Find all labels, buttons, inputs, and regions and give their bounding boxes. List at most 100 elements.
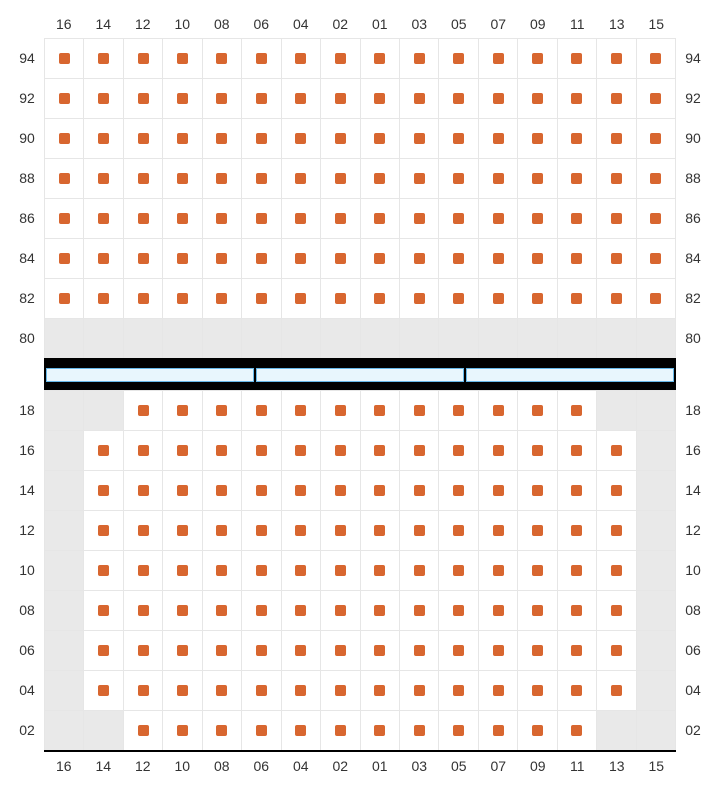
seat-available[interactable] — [400, 510, 439, 550]
seat-available[interactable] — [518, 470, 557, 510]
seat-available[interactable] — [282, 470, 321, 510]
seat-available[interactable] — [282, 198, 321, 238]
seat-available[interactable] — [479, 198, 518, 238]
seat-available[interactable] — [439, 710, 478, 750]
seat-available[interactable] — [203, 238, 242, 278]
seat-available[interactable] — [203, 470, 242, 510]
seat-available[interactable] — [439, 78, 478, 118]
seat-available[interactable] — [124, 198, 163, 238]
seat-available[interactable] — [597, 590, 636, 630]
seat-available[interactable] — [124, 710, 163, 750]
seat-available[interactable] — [439, 550, 478, 590]
seat-available[interactable] — [479, 590, 518, 630]
seat-available[interactable] — [597, 118, 636, 158]
seat-available[interactable] — [242, 198, 281, 238]
seat-available[interactable] — [637, 38, 676, 78]
seat-available[interactable] — [321, 38, 360, 78]
seat-available[interactable] — [400, 278, 439, 318]
seat-available[interactable] — [361, 470, 400, 510]
seat-available[interactable] — [84, 278, 123, 318]
seat-available[interactable] — [163, 630, 202, 670]
seat-available[interactable] — [361, 198, 400, 238]
seat-available[interactable] — [597, 550, 636, 590]
seat-available[interactable] — [321, 198, 360, 238]
seat-available[interactable] — [163, 590, 202, 630]
seat-available[interactable] — [558, 710, 597, 750]
seat-available[interactable] — [361, 670, 400, 710]
seat-available[interactable] — [203, 390, 242, 430]
seat-available[interactable] — [518, 710, 557, 750]
seat-available[interactable] — [439, 198, 478, 238]
seat-available[interactable] — [282, 118, 321, 158]
seat-available[interactable] — [558, 430, 597, 470]
seat-available[interactable] — [400, 158, 439, 198]
seat-available[interactable] — [558, 510, 597, 550]
seat-available[interactable] — [361, 158, 400, 198]
seat-available[interactable] — [558, 670, 597, 710]
seat-available[interactable] — [282, 430, 321, 470]
seat-available[interactable] — [439, 470, 478, 510]
seat-available[interactable] — [479, 278, 518, 318]
seat-available[interactable] — [163, 78, 202, 118]
seat-available[interactable] — [242, 670, 281, 710]
seat-available[interactable] — [439, 670, 478, 710]
seat-available[interactable] — [124, 550, 163, 590]
seat-available[interactable] — [163, 430, 202, 470]
seat-available[interactable] — [597, 510, 636, 550]
seat-available[interactable] — [439, 630, 478, 670]
seat-available[interactable] — [321, 670, 360, 710]
seat-available[interactable] — [124, 158, 163, 198]
seat-available[interactable] — [361, 590, 400, 630]
seat-available[interactable] — [518, 78, 557, 118]
seat-available[interactable] — [242, 630, 281, 670]
seat-available[interactable] — [400, 430, 439, 470]
seat-available[interactable] — [203, 158, 242, 198]
seat-available[interactable] — [558, 238, 597, 278]
seat-available[interactable] — [361, 550, 400, 590]
seat-available[interactable] — [400, 670, 439, 710]
seat-available[interactable] — [518, 198, 557, 238]
seat-available[interactable] — [242, 38, 281, 78]
seat-available[interactable] — [163, 390, 202, 430]
seat-available[interactable] — [203, 430, 242, 470]
seat-available[interactable] — [518, 590, 557, 630]
seat-available[interactable] — [439, 38, 478, 78]
seat-available[interactable] — [400, 78, 439, 118]
seat-available[interactable] — [361, 38, 400, 78]
seat-available[interactable] — [163, 118, 202, 158]
seat-available[interactable] — [439, 238, 478, 278]
seat-available[interactable] — [479, 510, 518, 550]
seat-available[interactable] — [203, 510, 242, 550]
seat-available[interactable] — [282, 710, 321, 750]
seat-available[interactable] — [321, 278, 360, 318]
seat-available[interactable] — [242, 510, 281, 550]
seat-available[interactable] — [400, 470, 439, 510]
seat-available[interactable] — [203, 78, 242, 118]
seat-available[interactable] — [400, 630, 439, 670]
seat-available[interactable] — [203, 670, 242, 710]
seat-available[interactable] — [361, 78, 400, 118]
seat-available[interactable] — [518, 630, 557, 670]
seat-available[interactable] — [242, 238, 281, 278]
seat-available[interactable] — [558, 278, 597, 318]
seat-available[interactable] — [163, 238, 202, 278]
seat-available[interactable] — [44, 158, 84, 198]
seat-available[interactable] — [44, 118, 84, 158]
seat-available[interactable] — [163, 470, 202, 510]
seat-available[interactable] — [597, 278, 636, 318]
seat-available[interactable] — [558, 470, 597, 510]
seat-available[interactable] — [400, 550, 439, 590]
seat-available[interactable] — [44, 278, 84, 318]
seat-available[interactable] — [163, 710, 202, 750]
seat-available[interactable] — [124, 630, 163, 670]
seat-available[interactable] — [479, 710, 518, 750]
seat-available[interactable] — [242, 278, 281, 318]
seat-available[interactable] — [518, 38, 557, 78]
seat-available[interactable] — [44, 198, 84, 238]
seat-available[interactable] — [479, 238, 518, 278]
seat-available[interactable] — [400, 38, 439, 78]
seat-available[interactable] — [124, 590, 163, 630]
seat-available[interactable] — [439, 510, 478, 550]
seat-available[interactable] — [479, 430, 518, 470]
seat-available[interactable] — [439, 118, 478, 158]
